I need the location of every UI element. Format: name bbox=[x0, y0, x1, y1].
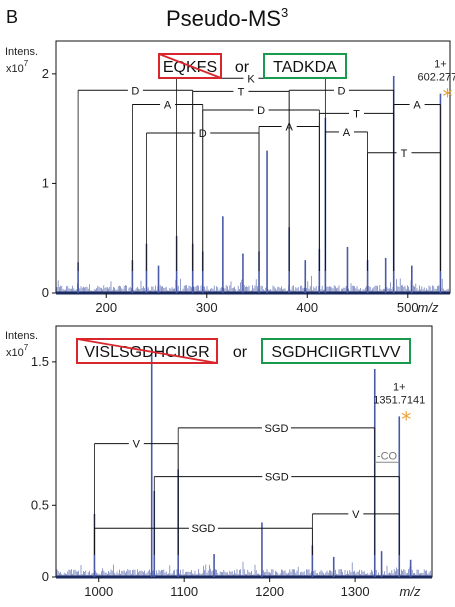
precursor-star: * bbox=[442, 85, 452, 109]
x-tick-label: 200 bbox=[95, 300, 117, 315]
fragment-label: T bbox=[401, 148, 408, 160]
precursor-mz: 602.2779 bbox=[418, 72, 455, 84]
fragment-label: SGD bbox=[191, 523, 215, 535]
top-plot-area: 200300400500m/z012DKDTAADTADAT1+602.2779… bbox=[42, 40, 455, 315]
precursor-star: * bbox=[401, 407, 411, 431]
rejected-peptide-box bbox=[158, 53, 222, 79]
fragment-label: D bbox=[199, 128, 207, 140]
fragment-label: A bbox=[413, 100, 421, 112]
accepted-peptide-box bbox=[263, 53, 347, 79]
fragment-label: SGD bbox=[265, 472, 289, 484]
bottom-ylabel: Intens. bbox=[5, 330, 38, 342]
x-axis-label: m/z bbox=[400, 584, 421, 599]
accepted-peptide: TADKDA bbox=[273, 59, 337, 76]
panel-letter: B bbox=[6, 7, 18, 27]
top-peptide-options: EQKFS or TADKDA bbox=[158, 53, 347, 79]
strike-line bbox=[76, 338, 218, 364]
y-tick-label: 0 bbox=[42, 285, 49, 300]
fragment-label: V bbox=[133, 439, 141, 451]
noise-peaks bbox=[56, 275, 449, 293]
x-tick-label: 400 bbox=[296, 300, 318, 315]
fragment-label: K bbox=[247, 73, 255, 85]
top-ylabel: Intens. bbox=[5, 46, 38, 58]
precursor-charge: 1+ bbox=[393, 381, 406, 393]
x-tick-label: 1000 bbox=[84, 584, 113, 599]
bottom-peptide-options: VISLSGDHCIIGR or SGDHCIIGRTLVV bbox=[76, 338, 411, 364]
y-tick-label: 0.5 bbox=[31, 497, 49, 512]
fragment-label: T bbox=[353, 108, 360, 120]
fragment-label: SGD bbox=[265, 423, 289, 435]
fragment-label: V bbox=[352, 509, 360, 521]
y-tick-label: 2 bbox=[42, 66, 49, 81]
bottom-yunit: x107 bbox=[6, 343, 29, 359]
neutral-loss-label: -CO bbox=[377, 450, 398, 462]
spectrum-bottom-panel: Intens. x107 1000 1100 1200 1300 m/z 0 0.5 1.5 V… bbox=[5, 325, 433, 599]
fragment-label: D bbox=[131, 85, 139, 97]
x-tick-label: 1200 bbox=[255, 584, 284, 599]
fragment-label: T bbox=[238, 86, 245, 98]
y-tick-label: 0 bbox=[42, 569, 49, 584]
fragment-label: D bbox=[257, 105, 265, 117]
y-tick-label: 1.5 bbox=[31, 354, 49, 369]
precursor-mz: 1351.7141 bbox=[373, 394, 425, 406]
fragment-label: A bbox=[343, 127, 351, 139]
x-tick-label: 1100 bbox=[170, 584, 198, 599]
rejected-peptide-box bbox=[76, 338, 218, 364]
accepted-peptide-box bbox=[261, 338, 411, 364]
fragment-label: D bbox=[337, 85, 345, 97]
accepted-peptide: SGDHCIIGRTLVV bbox=[271, 344, 401, 361]
x-axis-label: m/z bbox=[418, 300, 439, 315]
x-tick-label: 1300 bbox=[341, 584, 370, 599]
bottom-plot-area: 1000 1100 1200 1300 m/z 0 0.5 1.5 V SGD SGD V SGD -CO… bbox=[31, 325, 433, 599]
or-label: or bbox=[235, 59, 250, 76]
figure-title: Pseudo-MS3 bbox=[166, 5, 288, 31]
precursor-charge: 1+ bbox=[434, 59, 447, 71]
fragment-label: A bbox=[164, 100, 172, 112]
or-label: or bbox=[233, 344, 248, 361]
y-tick-label: 1 bbox=[42, 175, 49, 190]
fragment-label: A bbox=[286, 121, 294, 133]
strike-line bbox=[158, 53, 222, 79]
top-yunit: x107 bbox=[6, 59, 29, 75]
x-tick-label: 300 bbox=[196, 300, 218, 315]
x-tick-label: 500 bbox=[397, 300, 419, 315]
